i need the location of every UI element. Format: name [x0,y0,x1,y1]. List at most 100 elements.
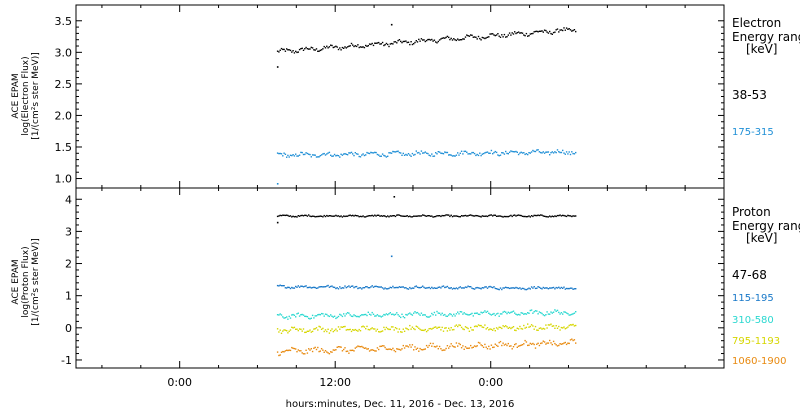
data-point [415,150,417,152]
data-point [418,215,420,217]
data-point [562,343,564,345]
data-point [555,215,557,218]
data-point-outlier [276,66,279,68]
data-point [425,344,428,347]
data-point [464,346,467,348]
data-point [418,286,420,289]
data-point [560,215,563,217]
data-point [315,315,318,317]
data-point [468,347,471,349]
data-point [397,39,399,42]
data-point [520,312,522,314]
data-point [333,329,336,332]
data-point [552,215,555,218]
time-x-axis: 0:00 12:00 0:00 [101,5,725,389]
data-point [361,326,363,328]
data-point [322,48,324,50]
data-point [297,349,299,351]
data-point [315,156,318,158]
data-point [524,153,526,156]
data-point [396,150,398,153]
data-point [486,215,489,218]
data-point [471,287,473,289]
data-point [572,29,574,32]
data-point [432,216,434,218]
data-point [362,287,364,289]
data-point [393,329,395,331]
data-point [390,152,393,154]
data-point [302,328,305,330]
data-point [420,150,423,152]
data-point [401,331,403,333]
data-point [564,288,566,290]
data-point [484,310,486,312]
y-tick-label: 2.0 [55,109,73,122]
data-point [540,312,542,314]
data-point [512,287,515,289]
data-point [448,327,450,329]
data-point [306,316,309,318]
data-point [489,152,491,154]
data-point [473,325,476,328]
data-point [458,313,460,315]
data-point [449,313,451,315]
data-point [567,287,569,290]
data-point [374,42,376,44]
data-point [409,312,411,314]
data-point [556,28,559,30]
data-point [401,348,403,350]
data-point [306,352,309,354]
data-point [355,45,358,48]
data-point [385,326,388,329]
data-point [502,325,504,327]
data-point [467,327,469,330]
data-point [468,286,471,288]
data-point [494,330,496,332]
data-point [547,324,550,326]
data-point [424,314,426,316]
data-point [479,324,481,327]
data-point [289,329,292,331]
data-point [410,346,412,348]
data-point [541,152,543,154]
data-point [283,214,285,216]
data-point [326,214,328,217]
data-point [333,153,336,156]
data-point [397,348,399,350]
data-point [318,313,320,316]
data-point [472,151,474,154]
data-point [365,44,367,47]
data-point [405,313,407,316]
data-point [498,215,500,217]
data-point [394,327,397,329]
data-point [468,214,471,216]
data-point [556,345,559,347]
data-point [444,214,446,217]
data-point [388,152,390,154]
data-point [380,286,382,288]
data-point [529,325,531,328]
data-point [286,316,288,318]
data-point [545,29,547,32]
data-point [383,345,385,347]
data-point [376,347,379,349]
data-point [534,287,537,290]
data-point [431,312,433,315]
data-point [490,344,493,346]
data-point [332,215,334,217]
data-point [405,40,407,42]
data-point [429,215,432,217]
data-point [313,49,315,51]
data-point [298,286,301,288]
data-point [503,344,506,346]
data-point [446,151,449,154]
proton-legend-unit: [keV] [746,231,777,245]
data-point [352,153,354,155]
data-point [322,349,324,351]
data-point [297,155,299,157]
data-point [291,286,293,289]
data-point [314,49,316,51]
data-point [471,312,473,315]
data-point [295,215,297,218]
data-point [350,315,353,317]
